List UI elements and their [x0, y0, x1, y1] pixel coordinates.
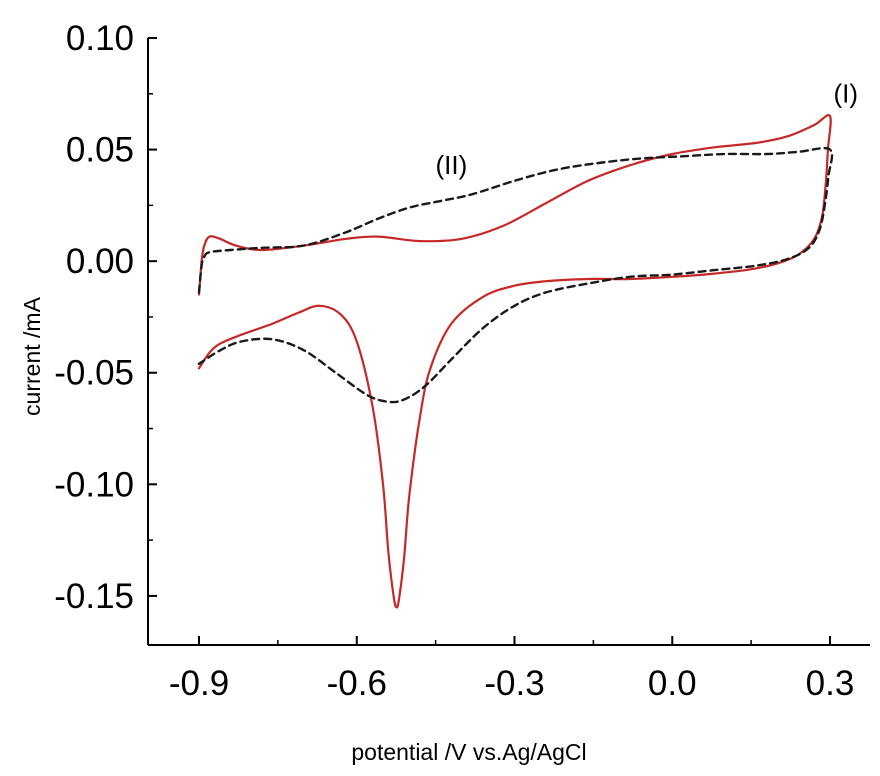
axes: 0.10 0.05 0.00 -0.05 -0.10 -0.15 -0.9 -0.6 -0.3 0…: [54, 19, 870, 703]
y-tick-label: -0.15: [54, 577, 134, 616]
x-axis-title: potential /V vs.Ag/AgCl: [351, 739, 586, 765]
series-line-2: [197, 146, 834, 404]
x-tick-label: 0.3: [806, 664, 855, 703]
y-axis-title: current /mA: [19, 296, 45, 416]
y-tick-label: -0.10: [54, 465, 134, 504]
y-tick-label: 0.10: [66, 19, 134, 58]
curve-label: (II): [436, 150, 468, 180]
y-tick-label: -0.05: [54, 354, 134, 393]
x-tick-label: -0.3: [484, 664, 544, 703]
x-tick-label: -0.9: [169, 664, 229, 703]
curve-label: (I): [834, 79, 859, 109]
annotations-layer: (I) (II): [436, 79, 859, 180]
series-line-1: [197, 114, 832, 609]
x-tick-label: 0.0: [648, 664, 697, 703]
y-tick-label: 0.00: [66, 242, 134, 281]
series-layer: [197, 114, 834, 609]
y-tick-label: 0.05: [66, 131, 134, 170]
x-tick-label: -0.6: [327, 664, 387, 703]
